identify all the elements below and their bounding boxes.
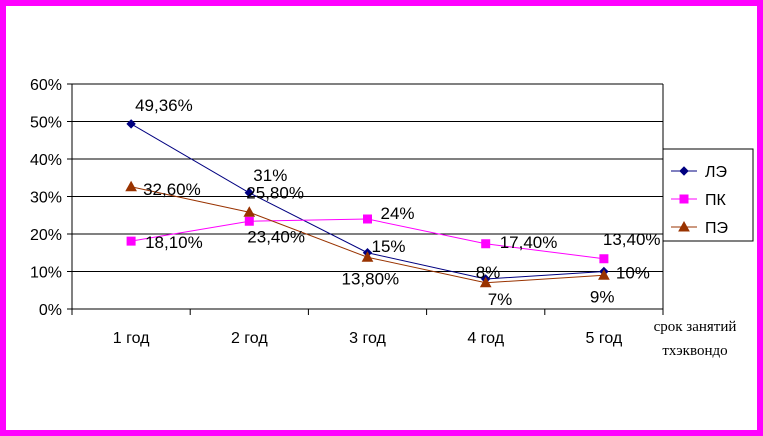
data-label: 49,36% xyxy=(135,96,193,115)
y-axis-ticks: 0% 10% 20% 30% 40% 50% 60% xyxy=(30,77,62,319)
x-tick-label: 1 год xyxy=(113,330,150,347)
data-point-marker xyxy=(243,206,256,217)
x-axis-title-line1: срок занятий xyxy=(654,319,737,335)
y-tick-label: 20% xyxy=(30,227,62,244)
data-label: 23,40% xyxy=(247,227,305,246)
legend-marker xyxy=(678,220,690,232)
legend-marker xyxy=(679,194,689,204)
data-label: 13,80% xyxy=(342,269,400,288)
series-3 xyxy=(125,180,610,288)
legend: ЛЭ ПК ПЭ xyxy=(662,148,754,242)
legend-item: ПК xyxy=(671,192,727,209)
legend-label: ПЭ xyxy=(705,220,728,237)
series xyxy=(125,119,610,288)
y-tick-label: 40% xyxy=(30,152,62,169)
data-label: 10% xyxy=(616,264,650,283)
series-2 xyxy=(126,214,609,264)
data-label: 9% xyxy=(590,287,615,306)
data-label: 25,80% xyxy=(246,183,304,202)
data-label: 7% xyxy=(488,290,513,309)
data-point-marker xyxy=(125,180,137,192)
data-point-marker xyxy=(244,188,255,198)
legend-label: ПК xyxy=(705,192,727,209)
data-label: 24% xyxy=(381,204,415,223)
data-point-marker xyxy=(598,269,610,280)
x-tick-label: 2 год xyxy=(231,330,268,347)
y-tick-label: 50% xyxy=(30,115,62,132)
data-point-marker xyxy=(481,239,491,249)
x-axis-title-line2: тхэквондо xyxy=(662,343,727,359)
x-tick-label: 5 год xyxy=(586,330,623,347)
data-point-marker xyxy=(361,251,374,262)
legend-item: ПЭ xyxy=(671,220,728,237)
data-label: 8% xyxy=(476,263,501,282)
legend-item: ЛЭ xyxy=(671,164,727,181)
data-label: 13,40% xyxy=(603,230,661,249)
y-tick-label: 10% xyxy=(30,265,62,282)
data-label: 15% xyxy=(372,237,406,256)
data-point-marker xyxy=(126,236,136,246)
data-point-marker xyxy=(363,214,372,224)
y-tick-label: 0% xyxy=(39,302,62,319)
data-labels: 49,36% 31% 15% 8% 10% 18,10% 23,40% 24% 17,40% 13… xyxy=(135,96,660,309)
data-point-marker xyxy=(599,254,609,264)
data-label: 32,60% xyxy=(143,180,201,199)
data-label: 17,40% xyxy=(500,233,558,252)
data-point-marker xyxy=(244,216,254,226)
y-tick-label: 30% xyxy=(30,190,62,207)
x-tick-label: 3 год xyxy=(349,330,386,347)
data-point-marker xyxy=(126,119,136,129)
data-label: 18,10% xyxy=(145,233,203,252)
y-tick-label: 60% xyxy=(30,77,62,94)
x-axis-ticks: 1 год 2 год 3 год 4 год 5 год xyxy=(113,330,623,347)
data-label: 31% xyxy=(253,166,287,185)
legend-box xyxy=(662,148,754,242)
legend-marker xyxy=(679,166,689,176)
x-tick-label: 4 год xyxy=(467,330,504,347)
data-point-marker xyxy=(479,276,492,288)
legend-label: ЛЭ xyxy=(705,164,727,181)
